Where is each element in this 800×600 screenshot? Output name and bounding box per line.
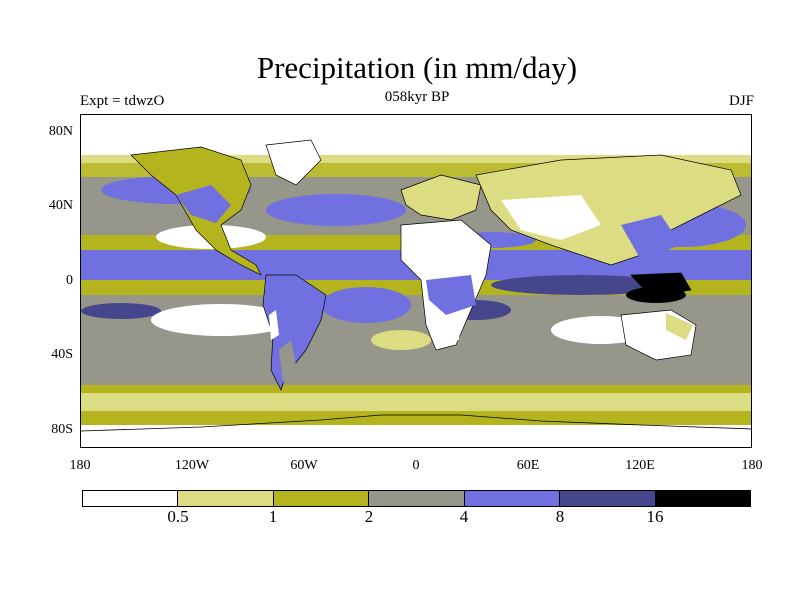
- colorbar-segment: [464, 491, 561, 506]
- precipitation-map: [80, 114, 752, 448]
- colorbar-tick-label: 1: [268, 507, 278, 526]
- x-tick-label: 0: [412, 458, 420, 473]
- x-tick-label: 60E: [516, 458, 540, 473]
- colorbar-segment: [655, 491, 750, 506]
- season-label: DJF: [728, 93, 754, 109]
- period-label: 058kyr BP: [384, 89, 450, 105]
- colorbar-tick-label: 16: [646, 507, 664, 526]
- x-tick-label: 120W: [174, 458, 210, 473]
- colorbar-tick-label: 4: [459, 507, 469, 526]
- experiment-label: Expt = tdwzO: [80, 93, 165, 109]
- colorbar-segment: [560, 491, 656, 506]
- x-tick-label: 60W: [290, 458, 318, 473]
- x-tick-label: 180: [69, 458, 91, 473]
- colorbar-segment: [83, 491, 179, 506]
- colorbar-segment: [178, 491, 274, 506]
- colorbar-tick-label: 0.5: [167, 507, 189, 526]
- x-tick-label: 180: [741, 458, 763, 473]
- colorbar-tick-label: 2: [364, 507, 374, 526]
- y-tick-label: 80N: [48, 124, 73, 139]
- y-tick-label: 40N: [48, 198, 73, 213]
- colorbar-tick-label: 8: [555, 507, 565, 526]
- y-tick-label: 40S: [51, 347, 73, 362]
- map-canvas: [81, 115, 751, 447]
- colorbar-legend: [82, 490, 751, 507]
- x-tick-label: 120E: [625, 458, 655, 473]
- colorbar-segment: [273, 491, 370, 506]
- y-tick-label: 0: [66, 273, 73, 288]
- y-tick-label: 80S: [51, 422, 73, 437]
- colorbar-segment: [369, 491, 465, 506]
- map-title: Precipitation (in mm/day): [256, 50, 578, 85]
